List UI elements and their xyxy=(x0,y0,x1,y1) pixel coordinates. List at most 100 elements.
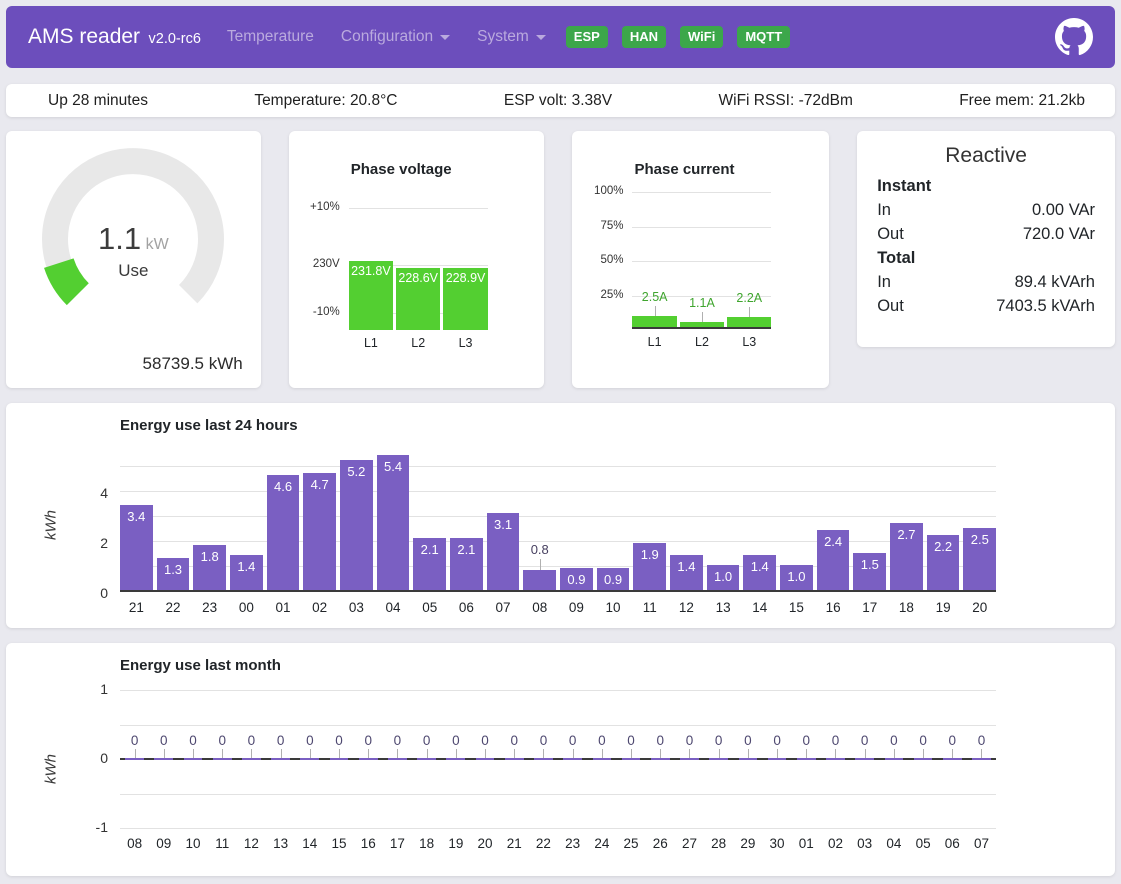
x-tick-label: 17 xyxy=(389,836,405,851)
energy-bar-zero xyxy=(504,758,524,760)
gauge-track-arc xyxy=(42,148,225,304)
energy-bar: 4.6 xyxy=(266,475,300,590)
gridline xyxy=(120,466,996,467)
bar-slot-hour-13: 1.0 xyxy=(706,452,740,592)
energy-bar-zero xyxy=(826,758,845,760)
energy-24h-xlabels: 21 22 23 00 01 02 03 04 05 06 07 08 09 10 11 12 13 14 15 16… xyxy=(120,600,996,615)
energy-bar: 1.9 xyxy=(633,542,667,590)
bar-slot-hour-06: 2.1 xyxy=(450,452,483,592)
reactive-heading-instant: Instant xyxy=(877,177,932,195)
connection-status-badges: ESP HAN WiFi MQTT xyxy=(565,26,791,48)
bar-slot-day-05: 0 xyxy=(908,690,937,828)
bar-value-label: 4.6 xyxy=(273,479,293,494)
energy-24h-plot: 0 2 4 3.4 1.3 1.8 1.4 4.6 4.7 5.2 5.4 2.1 2.1 3.1 0.8 0… xyxy=(100,452,997,601)
label-pointer-line xyxy=(777,749,779,758)
nav-item-system[interactable]: System xyxy=(477,28,546,46)
bar-value-label: 0.9 xyxy=(567,571,586,587)
nav-item-temperature[interactable]: Temperature xyxy=(226,28,314,45)
bar-slot-hour-09: 0.9 xyxy=(560,452,593,592)
energy-bar: 1.8 xyxy=(193,545,227,590)
x-tick-label: 23 xyxy=(202,600,218,615)
energy-bar-zero xyxy=(271,758,290,760)
energy-bar-zero xyxy=(972,758,991,760)
bar-value-label: 0 xyxy=(510,733,518,748)
reactive-title: Reactive xyxy=(945,144,1027,167)
current-bar xyxy=(679,322,725,327)
bar-slot-hour-20: 2.5 xyxy=(963,452,997,592)
x-tick-label: 18 xyxy=(898,600,914,615)
label-pointer-line xyxy=(222,749,224,758)
energy-bar-zero xyxy=(329,758,349,760)
voltage-bar: 231.8V xyxy=(348,260,394,330)
bar-slot-hour-19: 2.2 xyxy=(926,452,960,592)
y-tick-label: 100% xyxy=(594,185,624,197)
bar-slot-day-22: 0 xyxy=(529,690,558,828)
github-link[interactable] xyxy=(1055,18,1093,56)
bar-slot-hour-14: 1.4 xyxy=(743,452,777,592)
bar-slot-day-19: 0 xyxy=(441,690,470,828)
bar-slot-day-14: 0 xyxy=(295,690,324,828)
bar-slot-hour-23: 1.8 xyxy=(193,452,227,592)
gridline xyxy=(120,541,996,542)
label-pointer-line xyxy=(601,749,603,758)
phase-voltage-card: Phase voltage +10% 230V -10% 231.8V 228.6V 22… xyxy=(288,131,545,388)
x-tick-label: 05 xyxy=(422,600,438,615)
label-pointer-line xyxy=(689,749,691,758)
bar-slot-day-21: 0 xyxy=(500,690,529,828)
energy-bar: 1.4 xyxy=(743,555,777,590)
bar-slot-day-13: 0 xyxy=(266,690,295,828)
status-free-mem: Free mem: 21.2kb xyxy=(959,91,1085,109)
nav-item-configuration[interactable]: Configuration xyxy=(341,28,451,46)
bar-slot-day-27: 0 xyxy=(675,690,704,828)
phase-current-title: Phase current xyxy=(634,161,735,178)
bar-slot-hour-18: 2.7 xyxy=(890,452,923,592)
reactive-rows: Instant In 0.00 VAr Out 720.0 VAr Total In 89.4… xyxy=(877,174,1095,318)
energy-bar: 1.4 xyxy=(230,555,263,590)
x-tick-label: 02 xyxy=(312,600,328,615)
energy-bar-zero xyxy=(446,758,466,760)
energy-bar: 0.9 xyxy=(596,567,630,590)
bar-slot-l3: 228.9V xyxy=(443,208,488,330)
bar-value-label: 1.0 xyxy=(787,569,806,584)
energy-bar-zero xyxy=(855,758,875,760)
gridline xyxy=(120,793,996,795)
energy-bar-zero xyxy=(125,758,144,760)
energy-bar xyxy=(523,570,557,590)
gauge-arc xyxy=(42,148,225,306)
bar-value-label: 1.4 xyxy=(677,559,696,574)
label-pointer-line xyxy=(163,749,165,758)
bar-slot-day-16: 0 xyxy=(354,690,383,828)
bar-slot-hour-07: 3.1 xyxy=(486,452,520,592)
bar-value-label: 2.7 xyxy=(897,526,916,542)
x-tick-label: 19 xyxy=(448,836,464,851)
summary-cards-row: 1.1 kW Use 58739.5 kWh Phase voltage +10… xyxy=(6,131,1115,388)
bar-slot-day-25: 0 xyxy=(616,690,645,828)
bar-value-label: 0 xyxy=(802,733,811,748)
x-tick-label: 16 xyxy=(825,600,841,615)
x-tick-label: L1 xyxy=(363,336,378,350)
energy-bar-zero xyxy=(942,758,962,760)
x-tick-label: 11 xyxy=(642,600,657,615)
gridline xyxy=(632,261,772,263)
bar-slot-day-08: 0 xyxy=(120,690,149,828)
bar-value-label: 0 xyxy=(598,733,606,748)
x-tick-label: 22 xyxy=(165,600,181,615)
x-tick-label: 30 xyxy=(769,836,785,851)
energy-bar-zero xyxy=(388,758,407,760)
label-pointer-line xyxy=(193,749,194,758)
bar-value-label: 1.3 xyxy=(163,561,183,577)
x-tick-label: 06 xyxy=(944,836,960,851)
x-tick-label: 01 xyxy=(798,836,814,851)
bar-slot-day-04: 0 xyxy=(879,690,908,828)
bar-slot-day-11: 0 xyxy=(208,690,237,828)
bar-value-label: 5.4 xyxy=(384,459,403,474)
energy-bar-zero xyxy=(884,758,904,760)
gauge-value-arc xyxy=(44,257,90,306)
bar-value-label: 228.6V xyxy=(398,271,439,286)
energy-24h-card: Energy use last 24 hours kWh 0 2 4 3.4 1.3 1.… xyxy=(6,403,1115,628)
app-brand[interactable]: AMS reader v2.0-rc6 xyxy=(28,25,201,49)
x-tick-label: 21 xyxy=(506,836,522,851)
bar-value-label: 3.1 xyxy=(494,516,513,532)
gridline xyxy=(632,192,772,193)
energy-bar: 4.7 xyxy=(303,472,337,590)
